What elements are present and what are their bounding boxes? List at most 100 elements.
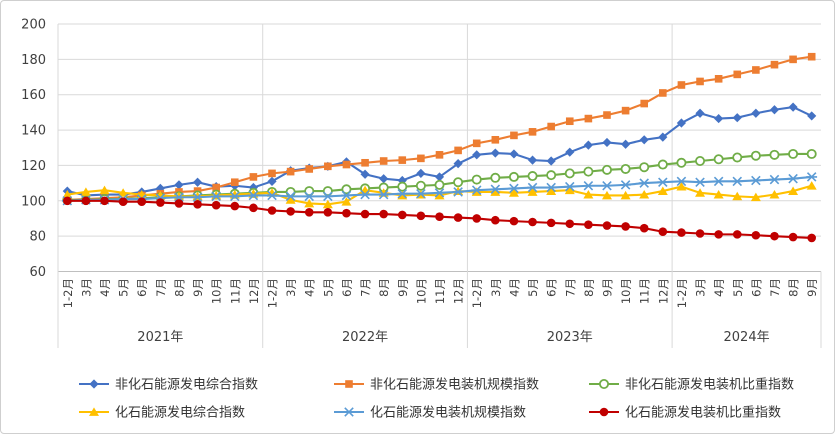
x-axis-month-label: 9月 <box>600 278 614 297</box>
diamond-marker <box>732 113 742 123</box>
star-marker <box>638 178 650 188</box>
triangle-marker <box>620 190 631 200</box>
diamond-marker <box>509 149 519 159</box>
diamond-marker <box>658 132 668 142</box>
triangle-marker <box>601 190 612 200</box>
square-marker <box>714 75 723 83</box>
x-axis-month-label: 3月 <box>79 278 93 297</box>
square-marker <box>603 111 611 119</box>
x-axis-month-label: 9月 <box>396 278 410 297</box>
star-marker <box>694 177 706 187</box>
triangle-marker <box>434 190 445 200</box>
legend-label: 化石能源发电综合指数 <box>115 405 245 421</box>
circle-marker <box>453 213 463 222</box>
circle-marker <box>528 217 537 227</box>
circle-marker <box>100 196 109 206</box>
circle-marker <box>249 203 258 213</box>
square-marker <box>472 139 481 148</box>
diamond-marker <box>620 139 631 149</box>
star-marker <box>489 184 501 195</box>
legend-item-2: 非化石能源发电装机比重指数 <box>589 377 794 393</box>
triangle-marker <box>527 187 538 196</box>
circle-marker <box>732 230 742 239</box>
square-marker <box>345 380 353 388</box>
triangle-marker <box>639 189 650 199</box>
circle-marker <box>695 229 705 238</box>
circle-marker <box>174 199 184 208</box>
x-axis-month-label: 11月 <box>228 278 242 304</box>
circle-marker <box>807 233 816 243</box>
x-axis-year-label: 2021年 <box>137 330 183 345</box>
circle-marker <box>63 196 72 206</box>
square-marker <box>286 167 295 176</box>
x-axis-month-label: 10月 <box>210 278 224 304</box>
diamond-marker <box>89 379 99 389</box>
circle-marker <box>379 209 388 219</box>
square-marker <box>379 157 388 165</box>
star-marker <box>601 180 613 191</box>
x-axis-month-label: 1-2月 <box>470 278 484 308</box>
star-marker <box>415 188 427 199</box>
x-axis-month-label: 5月 <box>321 278 335 297</box>
x-axis-year-label: 2024年 <box>724 330 770 345</box>
circle-open-marker <box>599 378 610 389</box>
star-marker <box>508 183 520 194</box>
triangle-marker <box>62 189 73 199</box>
legend-label: 非化石能源发电综合指数 <box>115 377 258 393</box>
diamond-marker <box>434 172 445 182</box>
square-marker <box>789 55 797 64</box>
x-axis-month-label: 8月 <box>377 278 391 297</box>
x-axis-month-label: 4月 <box>712 278 726 297</box>
square-marker <box>230 178 239 187</box>
circle-open-marker <box>732 152 743 163</box>
x-axis-month-label: 4月 <box>98 278 112 297</box>
legend-item-4: 化石能源发电装机规模指数 <box>334 405 526 421</box>
x-axis-year-label: 2023年 <box>547 330 593 345</box>
triangle-marker <box>118 188 129 197</box>
x-axis-month-label: 8月 <box>582 278 596 297</box>
circle-marker <box>323 207 333 217</box>
star-marker <box>266 190 278 201</box>
square-marker <box>677 81 686 89</box>
legend-label: 化石能源发电装机规模指数 <box>370 405 526 421</box>
x-axis-month-label: 5月 <box>117 278 131 297</box>
y-axis-tick-label: 100 <box>21 194 46 209</box>
circle-open-marker <box>788 148 799 159</box>
triangle-marker <box>695 188 706 197</box>
square-marker <box>528 128 537 136</box>
diamond-marker <box>472 150 482 160</box>
circle-marker <box>397 210 407 220</box>
x-axis-month-label: 1-2月 <box>266 278 280 308</box>
circle-open-marker <box>415 180 426 191</box>
circle-open-marker <box>471 174 482 185</box>
circle-marker <box>360 209 370 219</box>
circle-open-marker <box>434 179 445 190</box>
star-marker <box>527 182 538 193</box>
diamond-marker <box>174 180 184 190</box>
x-axis-month-label: 6月 <box>340 278 354 297</box>
circle-open-marker <box>304 186 315 197</box>
circle-open-marker <box>601 164 612 175</box>
circle-open-marker <box>341 184 352 195</box>
x-axis-month-label: 6月 <box>135 278 149 297</box>
diamond-marker <box>676 118 687 128</box>
circle-marker <box>621 222 630 231</box>
circle-marker <box>751 230 761 240</box>
y-axis-tick-label: 120 <box>21 159 46 174</box>
circle-open-marker <box>322 186 333 197</box>
x-axis-month-label: 6月 <box>545 278 559 297</box>
star-marker <box>303 191 315 202</box>
circle-marker <box>714 230 723 239</box>
x-axis-month-label: 11月 <box>638 278 652 304</box>
star-marker <box>582 180 594 191</box>
circle-marker <box>156 198 165 207</box>
square-marker <box>659 89 667 97</box>
circle-open-marker <box>750 150 761 161</box>
y-axis-tick-label: 80 <box>29 230 46 245</box>
square-marker <box>752 66 760 74</box>
x-axis-month-label: 12月 <box>452 278 466 304</box>
circle-open-marker <box>285 186 296 197</box>
circle-marker <box>509 216 519 226</box>
legend-item-5: 化石能源发电装机比重指数 <box>589 405 781 421</box>
x-axis-month-label: 7月 <box>154 278 168 297</box>
